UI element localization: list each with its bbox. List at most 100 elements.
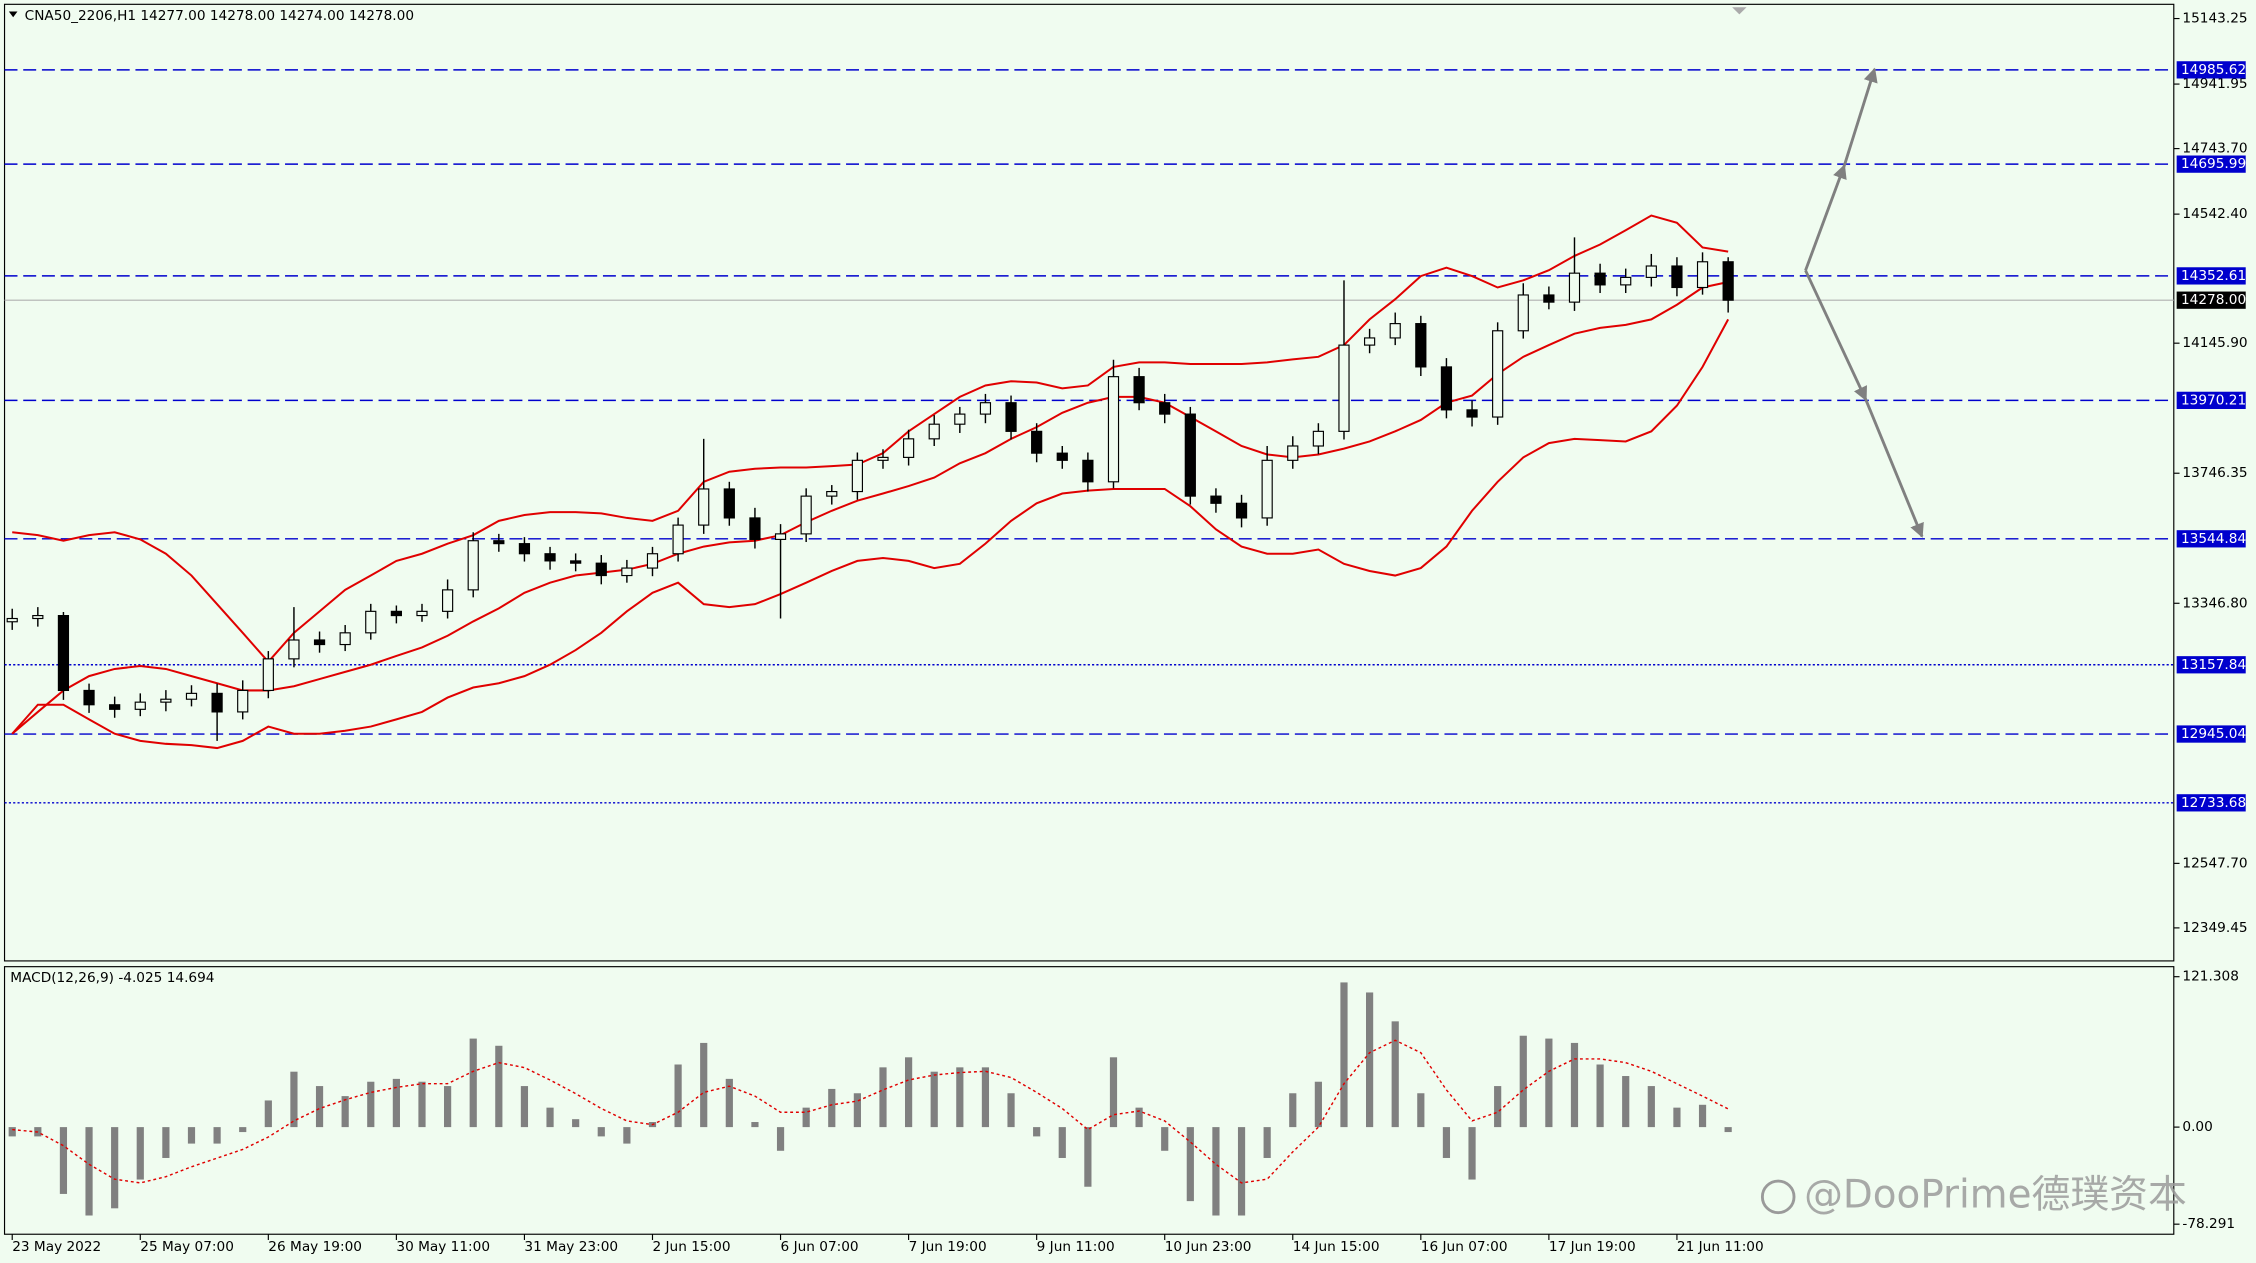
candle-body: [1184, 413, 1196, 497]
candle-body: [1133, 376, 1145, 404]
x-tick-label: 14 Jun 15:00: [1293, 1239, 1380, 1255]
candle-body: [390, 610, 402, 617]
macd-bar: [341, 1096, 349, 1128]
y-tick-label: 13746.35: [2182, 465, 2247, 481]
macd-bar: [495, 1045, 503, 1128]
candle-body: [646, 553, 659, 569]
level-label: 13970.21: [2181, 392, 2246, 408]
macd-bar: [1417, 1093, 1425, 1128]
candle-body: [518, 543, 531, 555]
x-tick-label: 31 May 23:00: [524, 1239, 618, 1255]
level-label: 13544.84: [2181, 531, 2246, 547]
watermark: @DooPrime德璞资本: [1804, 1172, 2187, 1217]
arrow: [1842, 67, 1878, 166]
level-label-box: [2176, 61, 2246, 79]
macd-bar: [392, 1078, 400, 1128]
candle-body: [1440, 366, 1453, 411]
level-label-box: [2176, 656, 2246, 674]
candle-body: [621, 567, 633, 577]
candle-body: [1261, 459, 1273, 519]
x-tick-label: 21 Jun 11:00: [1677, 1239, 1764, 1255]
y-tick-label: 12349.45: [2182, 920, 2247, 936]
macd-bar: [1596, 1064, 1604, 1128]
candle-body: [1363, 337, 1376, 346]
macd-bar: [1673, 1107, 1681, 1128]
macd-bar: [1161, 1127, 1169, 1151]
macd-bar: [418, 1081, 426, 1128]
candle-body: [1517, 294, 1529, 332]
macd-bar: [290, 1071, 298, 1128]
candle-body: [493, 540, 505, 545]
candle-body: [1645, 265, 1657, 278]
signal-line: [12, 1039, 1729, 1184]
macd-bar: [930, 1071, 938, 1128]
macd-bar: [162, 1127, 170, 1158]
candle-body: [1005, 402, 1017, 432]
candle-body: [1082, 459, 1094, 483]
candle-body: [365, 610, 377, 634]
macd-bar: [1442, 1127, 1451, 1158]
macd-bar: [1033, 1127, 1041, 1137]
macd-bar: [572, 1119, 580, 1128]
y-tick-label: -78.291: [2182, 1216, 2235, 1232]
macd-bar: [956, 1067, 964, 1128]
candle-body: [1389, 323, 1401, 339]
macd-bar: [1109, 1057, 1118, 1128]
candle-body: [672, 524, 684, 555]
macd-bar: [1724, 1127, 1732, 1133]
macd-bar: [136, 1127, 144, 1180]
y-tick-label: 14743.70: [2182, 141, 2247, 157]
candle-body: [288, 639, 300, 660]
candle-body: [1671, 265, 1683, 289]
candle-body: [1722, 261, 1734, 301]
candle-body: [1210, 495, 1222, 504]
y-tick-label: 0.00: [2182, 1119, 2212, 1135]
candle-body: [1594, 272, 1606, 286]
candle-body: [467, 540, 479, 591]
candle-body: [1107, 376, 1120, 483]
candle-body: [1620, 276, 1632, 286]
arrow: [1804, 164, 1847, 271]
candle-body: [928, 423, 940, 440]
macd-bar: [85, 1127, 93, 1216]
macd-bar: [1494, 1086, 1502, 1128]
macd-bar: [1084, 1127, 1092, 1187]
menu-triangle[interactable]: [8, 11, 18, 18]
candle-body: [160, 698, 172, 703]
level-label: 14985.62: [2181, 62, 2246, 78]
macd-bar: [520, 1086, 529, 1128]
candle-body: [595, 562, 607, 577]
x-tick-label: 25 May 07:00: [140, 1239, 234, 1255]
macd-bar: [1212, 1127, 1220, 1216]
y-tick-label: 12547.70: [2182, 855, 2247, 871]
plot: 15143.25 14941.95 14743.70 14542.40 14145.90…: [4, 11, 2248, 1255]
candle-body: [134, 701, 146, 710]
macd-bar: [597, 1127, 605, 1137]
candle-body: [570, 560, 582, 564]
macd-bar: [213, 1127, 221, 1144]
current-price-label: 14278.00: [2181, 292, 2246, 308]
candle-body: [1415, 323, 1427, 368]
macd-bar: [1007, 1093, 1015, 1128]
candle-body: [1543, 294, 1555, 303]
x-tick-label: 6 Jun 07:00: [781, 1239, 859, 1255]
level-label-box: [2176, 391, 2246, 409]
macd-bar: [1289, 1093, 1297, 1128]
macd-bar: [981, 1067, 990, 1128]
macd-bar: [802, 1107, 810, 1128]
y-tick-label: 14542.40: [2182, 206, 2247, 222]
macd-bar: [1545, 1038, 1553, 1128]
macd-bar: [1468, 1127, 1476, 1180]
candle-body: [774, 533, 787, 540]
macd-bar: [469, 1038, 477, 1128]
level-label: 12733.68: [2181, 795, 2246, 811]
y-tick-label: 14145.90: [2182, 335, 2247, 351]
candle-body: [339, 632, 351, 646]
level-label: 14352.61: [2181, 268, 2246, 284]
level-label: 13157.84: [2181, 657, 2246, 673]
x-tick-label: 16 Jun 07:00: [1421, 1239, 1508, 1255]
macd-bar: [59, 1127, 68, 1194]
macd-bar: [8, 1127, 16, 1137]
